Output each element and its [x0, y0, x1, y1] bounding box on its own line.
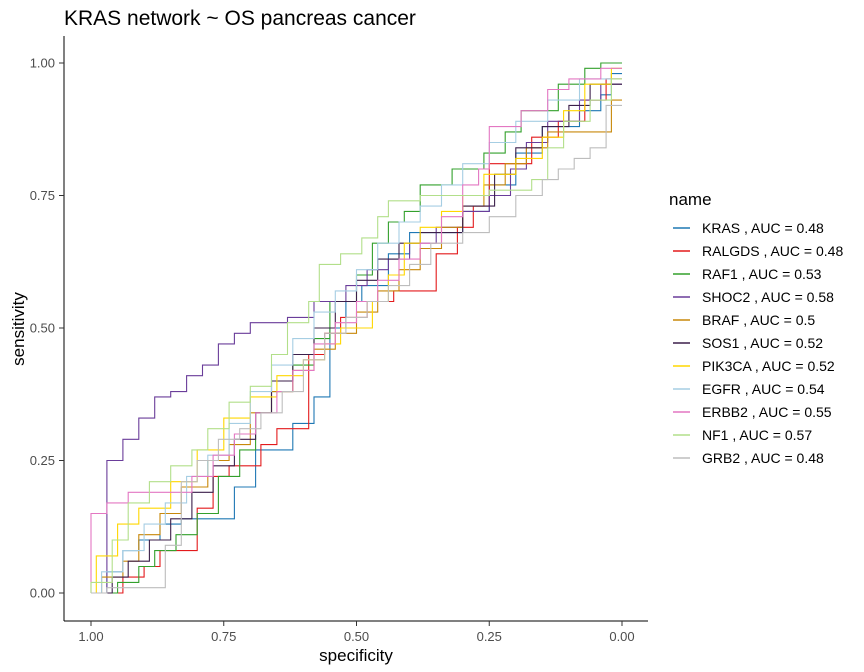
roc-line-shoc2 — [91, 83, 622, 594]
legend: name KRAS , AUC = 0.48 RALGDS , AUC = 0.4… — [669, 190, 843, 466]
x-tick-label: 0.25 — [477, 629, 502, 644]
roc-line-sos1 — [91, 83, 622, 594]
roc-line-grb2 — [91, 104, 622, 594]
x-axis-ticks: 1.00 0.75 0.50 0.25 0.00 — [78, 621, 635, 644]
legend-label-braf: BRAF , AUC = 0.5 — [702, 312, 815, 328]
y-tick-label: 0.25 — [30, 453, 55, 468]
legend-label-egfr: EGFR , AUC = 0.54 — [702, 381, 825, 397]
legend-label-ralgds: RALGDS , AUC = 0.48 — [702, 243, 843, 259]
legend-items: KRAS , AUC = 0.48 RALGDS , AUC = 0.48 RAF1… — [673, 220, 843, 466]
roc-line-erbb2 — [90, 67, 622, 593]
legend-label-sos1: SOS1 , AUC = 0.52 — [702, 335, 823, 351]
x-tick-label: 1.00 — [78, 629, 103, 644]
x-axis-label: specificity — [319, 646, 393, 665]
x-tick-label: 0.50 — [344, 629, 369, 644]
y-tick-label: 0.75 — [30, 188, 55, 203]
x-tick-label: 0.75 — [211, 629, 236, 644]
y-tick-label: 1.00 — [30, 56, 55, 71]
legend-label-erbb2: ERBB2 , AUC = 0.55 — [702, 404, 832, 420]
legend-label-shoc2: SHOC2 , AUC = 0.58 — [702, 289, 834, 305]
chart-title: KRAS network ~ OS pancreas cancer — [64, 7, 416, 30]
legend-title: name — [669, 190, 712, 209]
legend-label-kras: KRAS , AUC = 0.48 — [702, 220, 824, 236]
legend-label-raf1: RAF1 , AUC = 0.53 — [702, 266, 822, 282]
y-axis-ticks: 0.00 0.25 0.50 0.75 1.00 — [30, 56, 64, 601]
y-tick-label: 0.50 — [30, 321, 55, 336]
x-tick-label: 0.00 — [609, 629, 634, 644]
roc-line-ralgds — [91, 78, 622, 594]
legend-label-nf1: NF1 , AUC = 0.57 — [702, 427, 812, 443]
legend-label-grb2: GRB2 , AUC = 0.48 — [702, 450, 824, 466]
legend-label-pik3ca: PIK3CA , AUC = 0.52 — [702, 358, 835, 374]
y-tick-label: 0.00 — [30, 586, 55, 601]
roc-line-pik3ca — [91, 67, 622, 594]
y-axis-label: sensitivity — [9, 292, 28, 366]
series-layer — [90, 62, 622, 594]
